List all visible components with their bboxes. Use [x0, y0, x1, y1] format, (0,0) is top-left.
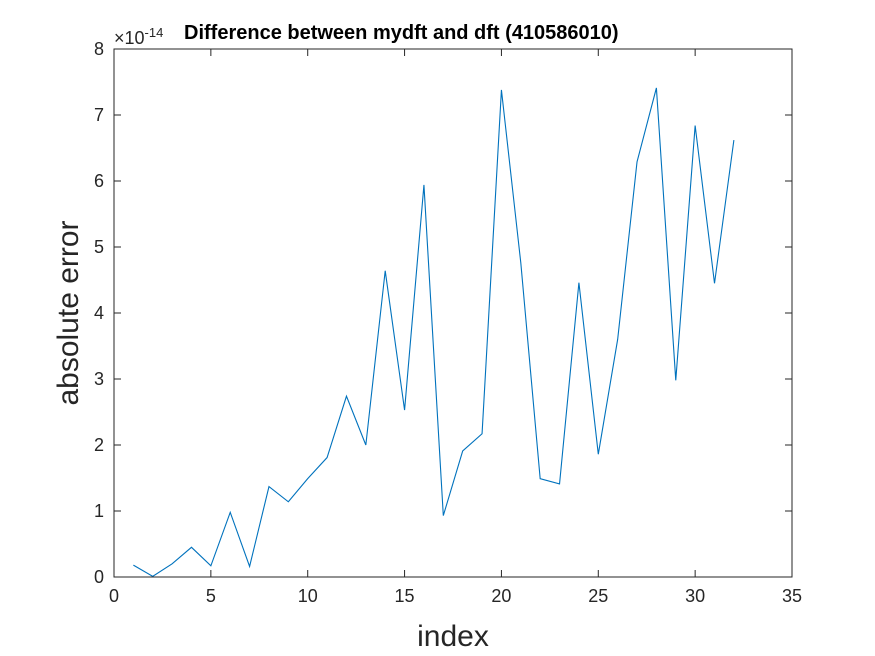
y-tick-label: 2	[94, 435, 104, 455]
y-axis-label: absolute error	[52, 220, 85, 405]
y-tick-label: 8	[94, 39, 104, 59]
plot-area	[114, 49, 792, 577]
x-tick-label: 15	[395, 586, 415, 606]
x-tick-label: 25	[588, 586, 608, 606]
axes-box	[113, 48, 793, 578]
x-tick-label: 10	[298, 586, 318, 606]
y-tick-label: 6	[94, 171, 104, 191]
chart-title: Difference between mydft and dft (410586…	[184, 22, 619, 44]
y-exponent-label: ×10-14	[114, 25, 163, 48]
y-tick-label: 7	[94, 105, 104, 125]
x-tick-label: 20	[491, 586, 511, 606]
ticks-layer: 0 5 10 15 20 25 30 35 0 1 2 3 4 5 6 7 8	[94, 39, 802, 606]
x-tick-label: 35	[782, 586, 802, 606]
x-tick-label: 5	[206, 586, 216, 606]
y-tick-label: 4	[94, 303, 104, 323]
y-tick-label: 1	[94, 501, 104, 521]
y-tick-label: 5	[94, 237, 104, 257]
y-tick-label: 3	[94, 369, 104, 389]
series-layer	[133, 87, 735, 577]
y-exponent-prefix: ×10	[114, 28, 145, 48]
x-tick-label: 30	[685, 586, 705, 606]
x-tick-label: 0	[109, 586, 119, 606]
x-axis-label: index	[417, 620, 489, 653]
y-exponent-value: -14	[145, 25, 164, 40]
y-tick-label: 0	[94, 567, 104, 587]
series-line	[133, 87, 735, 577]
